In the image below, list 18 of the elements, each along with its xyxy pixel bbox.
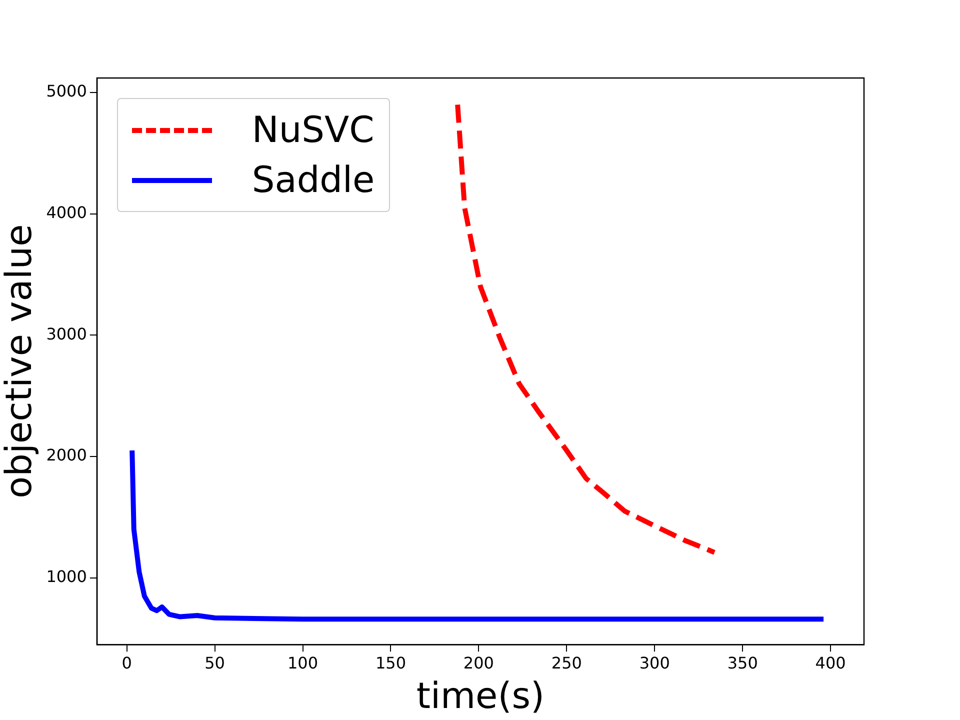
x-tick-label: 400	[815, 653, 846, 672]
y-tick-label: 3000	[46, 324, 87, 344]
legend-label: NuSVC	[252, 110, 374, 150]
y-tick-label: 2000	[46, 446, 87, 465]
x-tick-label: 200	[463, 653, 494, 672]
x-tick-label: 100	[287, 653, 318, 672]
y-tick-label: 4000	[46, 203, 87, 222]
x-tick-label: 150	[375, 653, 406, 672]
x-tick-label: 50	[204, 653, 225, 672]
x-tick-label: 0	[122, 653, 132, 672]
x-tick-label: 350	[727, 653, 758, 672]
x-axis-title: time(s)	[416, 676, 545, 717]
y-tick-label: 5000	[46, 82, 87, 101]
y-tick-label: 1000	[46, 567, 87, 586]
y-axis-title: objective value	[0, 224, 40, 498]
x-tick-label: 250	[551, 653, 582, 672]
legend-label: Saddle	[252, 160, 375, 200]
x-tick-label: 300	[639, 653, 670, 672]
